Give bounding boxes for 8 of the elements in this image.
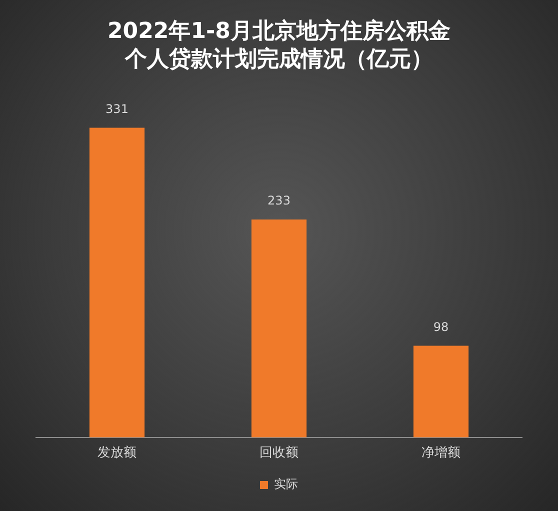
data-label: 98 (433, 320, 449, 334)
chart-title: 2022年1-8月北京地方住房公积金个人贷款计划完成情况（亿元） (106, 18, 452, 74)
x-tick-label: 回收额 (260, 446, 298, 461)
x-tick-label: 净增额 (422, 446, 460, 461)
data-label: 233 (268, 194, 290, 208)
data-label: 331 (106, 102, 128, 116)
legend-label: 实际 (274, 477, 298, 492)
x-tick-label: 发放额 (98, 446, 136, 461)
